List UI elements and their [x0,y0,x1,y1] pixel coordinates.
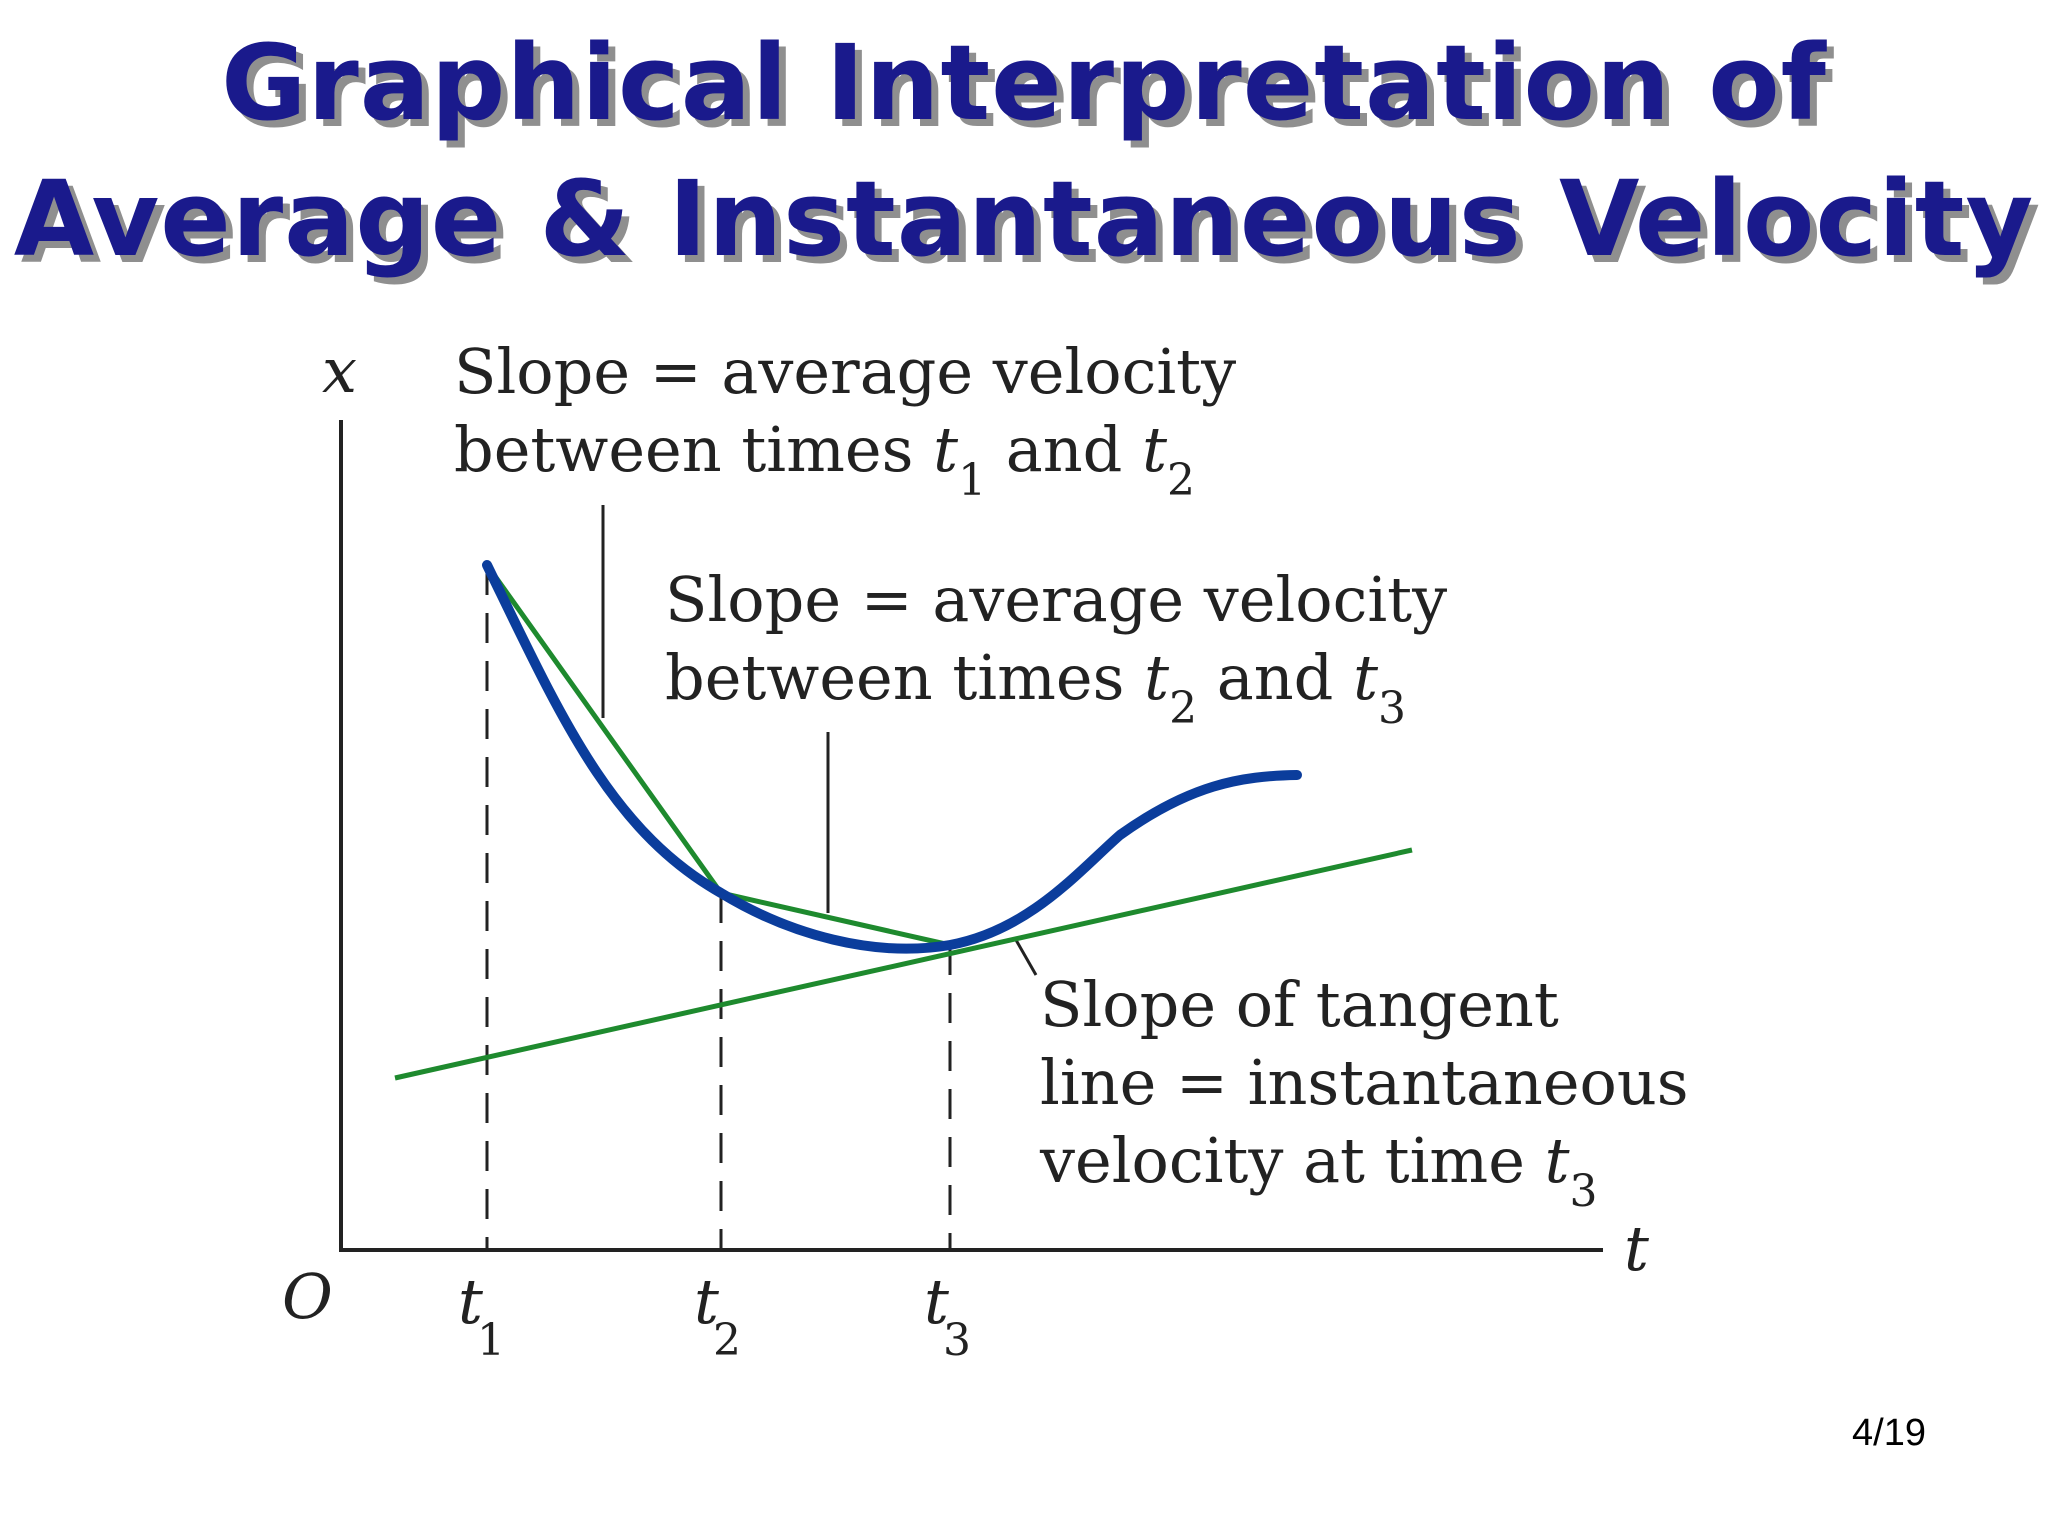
tick-t3-sub: 3 [943,1315,971,1366]
slide-title-line-1: Graphical Interpretation of [221,22,1827,144]
tick-label-t2: t 2 [694,1265,741,1366]
position-curve [482,560,1302,954]
avg-23-prefix: between times [665,641,1144,714]
avg-12-t-b: t [1142,413,1167,486]
avg-23-sub-b: 3 [1378,683,1406,734]
annotation-avg-velocity-t1-t2: Slope = average velocity between times t… [454,335,1236,506]
x-axis-label: t [1624,1212,1649,1285]
avg-23-line2: between times t2 and t3 [665,641,1406,734]
y-axis-label: x [322,334,357,407]
tick-label-t3: t 3 [924,1265,971,1366]
avg-12-mid: and [986,413,1142,486]
leader-line-tangent [1014,939,1038,976]
origin-label: O [282,1260,333,1333]
tick-t2-sub: 2 [713,1315,741,1366]
avg-23-t-b: t [1353,641,1378,714]
avg-12-line1: Slope = average velocity [454,335,1236,408]
avg-23-t-a: t [1144,641,1169,714]
avg-12-t-a: t [933,413,958,486]
tick-t2-var: t [694,1265,719,1338]
avg-12-prefix: between times [454,413,933,486]
tick-t1-var: t [458,1265,483,1338]
tangent-t: t [1545,1124,1570,1197]
avg-12-sub-a: 1 [958,455,986,506]
annotation-instantaneous-velocity: Slope of tangent line = instantaneous ve… [1039,968,1689,1217]
tick-t3-var: t [924,1265,949,1338]
tangent-line1: Slope of tangent [1040,968,1559,1041]
avg-23-line1: Slope = average velocity [665,563,1447,636]
tangent-sub: 3 [1570,1166,1598,1217]
avg-12-line2: between times t1 and t2 [454,413,1195,506]
tick-t1-sub: 1 [477,1315,505,1366]
tangent-line2: line = instantaneous [1040,1046,1689,1119]
slide-title-line-2: Average & Instantaneous Velocity [13,158,2035,280]
tangent-line3: velocity at time t3 [1039,1124,1598,1217]
tangent-prefix: velocity at time [1039,1124,1545,1197]
tangent-line [394,847,1413,1081]
avg-12-sub-b: 2 [1167,455,1195,506]
avg-23-mid: and [1197,641,1353,714]
annotation-avg-velocity-t2-t3: Slope = average velocity between times t… [665,563,1447,734]
avg-23-sub-a: 2 [1169,683,1197,734]
tick-label-t1: t 1 [458,1265,505,1366]
page-number: 4/19 [1852,1412,1926,1454]
